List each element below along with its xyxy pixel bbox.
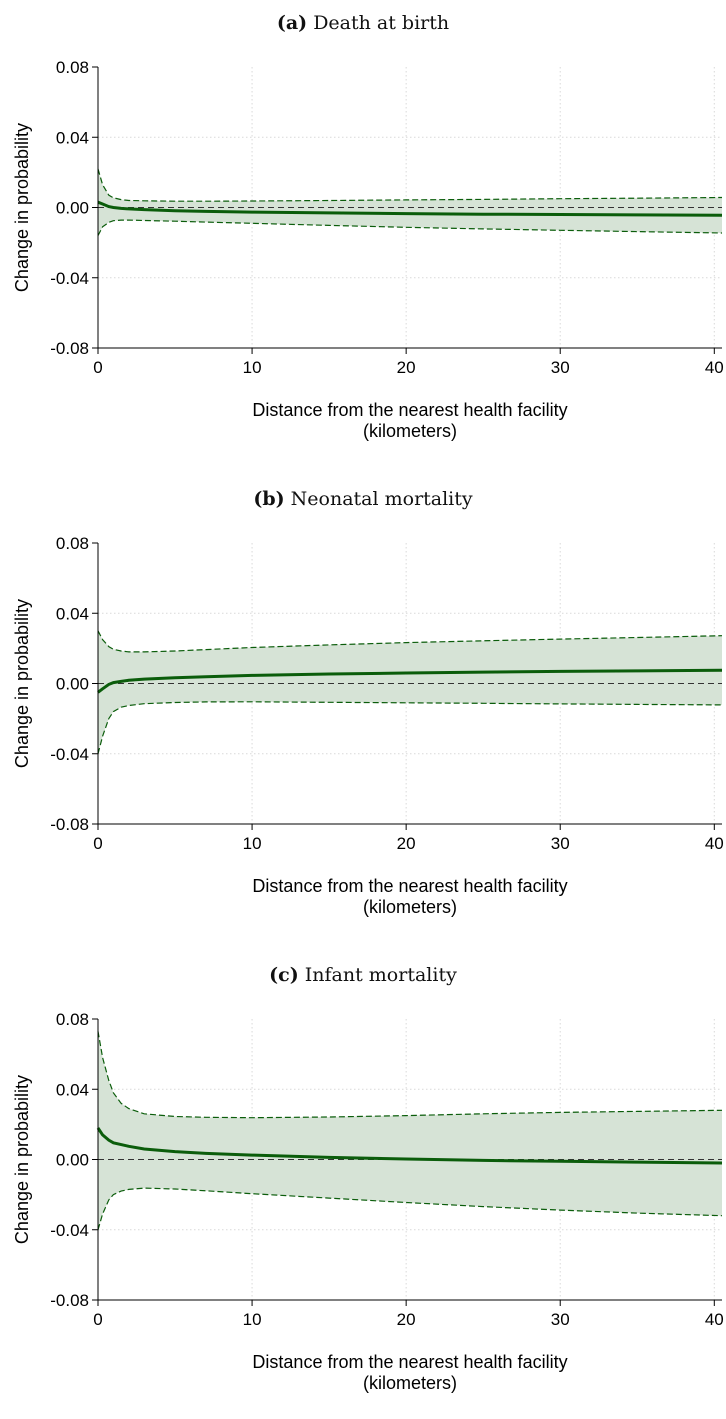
y-tick-label: 0.04 — [56, 128, 89, 147]
lower-ci-line — [97, 701, 723, 754]
panel-title: (a) Death at birth — [0, 12, 726, 34]
panel-letter: (b) — [253, 488, 285, 510]
y-tick-label: -0.08 — [50, 1291, 89, 1310]
y-tick-label: 0.00 — [56, 199, 89, 218]
y-tick-label: 0.04 — [56, 604, 89, 623]
y-tick-label: -0.04 — [50, 269, 89, 288]
x-tick-label: 0 — [93, 1310, 102, 1329]
x-axis-label-unit: (kilometers) — [363, 1373, 457, 1393]
confidence-band — [98, 168, 722, 236]
estimate-line — [96, 1127, 723, 1165]
y-tick-label: 0.04 — [56, 1080, 89, 1099]
panel-death-at-birth: (a) Death at birth -0.08 -0.04 0.00 0.04 0.0… — [0, 0, 726, 462]
x-tick-label: 30 — [551, 834, 570, 853]
x-tick-label: 30 — [551, 1310, 570, 1329]
y-axis-label: Change in probability — [12, 123, 32, 292]
confidence-band — [98, 630, 722, 754]
y-tick-label: 0.08 — [56, 58, 89, 77]
x-tick-label: 20 — [397, 1310, 416, 1329]
x-tick-label: 40 — [705, 358, 724, 377]
panel-title-text: Infant mortality — [304, 964, 457, 986]
x-tick-label: 0 — [93, 834, 102, 853]
y-tick-label: -0.04 — [50, 745, 89, 764]
estimate-line — [97, 200, 723, 217]
x-axis-label: Distance from the nearest health facilit… — [252, 876, 567, 896]
estimate-line — [97, 668, 723, 694]
x-tick-label: 20 — [397, 834, 416, 853]
x-axis-label-unit: (kilometers) — [363, 897, 457, 917]
y-tick-label: 0.08 — [56, 534, 89, 553]
confidence-band — [98, 1031, 722, 1230]
panel-title: (c) Infant mortality — [0, 964, 726, 986]
y-tick-label: 0.00 — [56, 675, 89, 694]
x-axis-label-unit: (kilometers) — [363, 421, 457, 441]
x-tick-label: 20 — [397, 358, 416, 377]
panel-letter: (a) — [276, 12, 308, 34]
x-tick-label: 10 — [243, 358, 262, 377]
x-axis-label: Distance from the nearest health facilit… — [252, 1352, 567, 1372]
y-tick-label: -0.08 — [50, 339, 89, 358]
y-axis-label: Change in probability — [12, 599, 32, 768]
panel-title: (b) Neonatal mortality — [0, 488, 726, 510]
panel-title-text: Neonatal mortality — [290, 488, 473, 510]
x-axis-label: Distance from the nearest health facilit… — [252, 400, 567, 420]
x-tick-label: 10 — [243, 1310, 262, 1329]
y-tick-label: -0.04 — [50, 1221, 89, 1240]
x-tick-label: 40 — [705, 834, 724, 853]
panel-neonatal-mortality: (b) Neonatal mortality -0.08 -0.04 0.00 0.0… — [0, 476, 726, 938]
y-tick-label: -0.08 — [50, 815, 89, 834]
x-tick-label: 10 — [243, 834, 262, 853]
chart-neonatal-mortality: -0.08 -0.04 0.00 0.04 0.08 0 10 20 30 40 Distance … — [12, 534, 724, 917]
y-tick-label: 0.08 — [56, 1010, 89, 1029]
y-axis-label: Change in probability — [12, 1075, 32, 1244]
x-tick-label: 30 — [551, 358, 570, 377]
panel-letter: (c) — [269, 964, 299, 986]
panel-infant-mortality: (c) Infant mortality -0.08 -0.04 0.00 0.04 0… — [0, 952, 726, 1414]
upper-ci-line — [97, 168, 723, 202]
x-tick-label: 0 — [93, 358, 102, 377]
lower-ci-line — [97, 219, 723, 236]
chart-infant-mortality: -0.08 -0.04 0.00 0.04 0.08 0 10 20 30 40 Distance … — [12, 1010, 724, 1393]
panel-title-text: Death at birth — [313, 12, 450, 34]
y-tick-label: 0.00 — [56, 1151, 89, 1170]
x-tick-label: 40 — [705, 1310, 724, 1329]
upper-ci-line — [97, 1031, 723, 1119]
upper-ci-line — [97, 630, 723, 653]
chart-death-at-birth: -0.08 -0.04 0.00 0.04 0.08 0 10 20 30 40 Distance … — [12, 58, 724, 441]
